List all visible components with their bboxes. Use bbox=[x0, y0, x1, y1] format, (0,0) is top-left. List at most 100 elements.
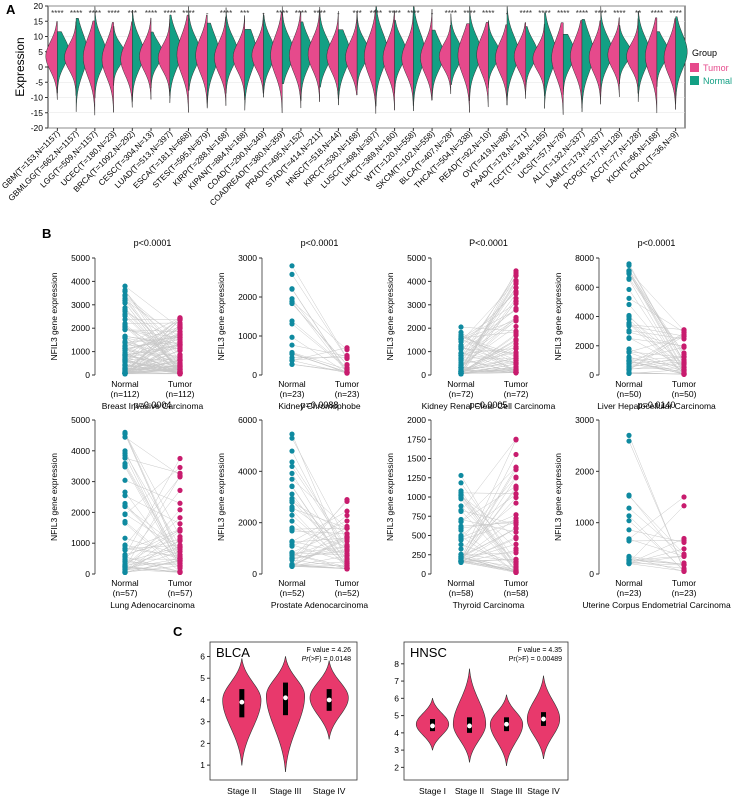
pair-line bbox=[628, 440, 685, 570]
pair-line bbox=[460, 270, 517, 374]
normal-point bbox=[289, 361, 295, 367]
pair-line bbox=[460, 510, 517, 571]
pair-line bbox=[460, 488, 517, 562]
pair-line bbox=[291, 274, 348, 359]
pair-line bbox=[124, 337, 181, 371]
normal-point bbox=[122, 448, 128, 454]
pair-line bbox=[628, 272, 685, 371]
pair-line bbox=[124, 339, 181, 349]
pair-line bbox=[124, 289, 181, 372]
stage-violin-c2: 2 3 4 5 6 7 8 HNSC F value = 4.35 Pr(>F) = 0.0048… bbox=[394, 641, 569, 796]
x-group-label-tumor: Tumor bbox=[168, 578, 192, 588]
panel-subtitle: Breast Invasive Carcinoma bbox=[102, 401, 204, 411]
normal-point bbox=[289, 550, 295, 556]
y-tick-label: 750 bbox=[412, 511, 426, 521]
y-tick-label: 1000 bbox=[71, 347, 90, 357]
violin-title: BLCA bbox=[216, 645, 250, 660]
y-tick-label: 4000 bbox=[238, 466, 257, 476]
y-tick-label-a: 0 bbox=[38, 62, 43, 72]
y-tick-label: 8000 bbox=[575, 253, 594, 263]
normal-point bbox=[458, 346, 464, 352]
pair-line bbox=[124, 366, 181, 370]
normal-point bbox=[458, 369, 464, 376]
n-label-tumor: (n=72) bbox=[504, 389, 529, 399]
normal-point bbox=[289, 459, 295, 465]
pair-line bbox=[124, 343, 181, 374]
pair-line bbox=[460, 317, 517, 350]
pair-line bbox=[124, 467, 181, 515]
median-dot bbox=[467, 723, 472, 729]
significance-mark: **** bbox=[520, 9, 532, 18]
y-tick-label-a: 5 bbox=[38, 47, 43, 57]
median-dot bbox=[239, 699, 245, 705]
pair-line bbox=[628, 538, 685, 564]
median-dot bbox=[430, 723, 435, 729]
x-group-label-tumor: Tumor bbox=[335, 578, 359, 588]
pair-line bbox=[460, 477, 517, 562]
y-axis-label: NFIL3 gene expression bbox=[385, 272, 395, 360]
pair-line bbox=[124, 538, 181, 555]
pair-line bbox=[124, 369, 181, 374]
tumor-point bbox=[177, 322, 183, 328]
normal-point bbox=[289, 538, 295, 544]
pair-line bbox=[460, 495, 517, 539]
significance-mark: **** bbox=[613, 9, 625, 18]
scatter-panel-b2: 0 1000 2000 3000 NFIL3 gene expression Normal… bbox=[216, 238, 361, 411]
p-value-label: Pr bbox=[302, 656, 310, 663]
tumor-point bbox=[177, 347, 183, 354]
tumor-point bbox=[177, 563, 183, 569]
significance-mark: **** bbox=[164, 9, 176, 18]
n-label-tumor: (n=23) bbox=[672, 588, 697, 598]
pair-line bbox=[124, 290, 181, 356]
x-tick-label: Stage IV bbox=[527, 786, 560, 796]
pair-line bbox=[460, 536, 517, 573]
y-tick-label: 0 bbox=[589, 370, 594, 380]
pair-line bbox=[460, 371, 517, 373]
normal-point bbox=[458, 342, 464, 348]
y-tick-label: 3000 bbox=[238, 253, 257, 263]
normal-point bbox=[626, 295, 632, 301]
tumor-point bbox=[513, 546, 519, 552]
median-dot bbox=[541, 716, 546, 722]
normal-point bbox=[289, 263, 295, 269]
violin-tumor-coadread bbox=[270, 12, 283, 114]
pair-line bbox=[124, 359, 181, 375]
pair-line bbox=[124, 566, 181, 573]
tumor-point bbox=[344, 535, 350, 541]
pair-line bbox=[460, 454, 517, 562]
panel-p-value: p=0.0004 bbox=[134, 400, 172, 410]
tumor-point bbox=[177, 507, 183, 513]
pair-line bbox=[124, 495, 181, 524]
normal-point bbox=[458, 541, 464, 548]
pair-line bbox=[124, 433, 181, 537]
pair-line bbox=[460, 521, 517, 541]
y-tick-label: 1 bbox=[200, 760, 205, 770]
pair-line bbox=[291, 485, 348, 568]
pair-line bbox=[628, 555, 685, 564]
violin-tumor-blca bbox=[438, 25, 452, 95]
violin-tumor-brca bbox=[120, 21, 133, 108]
pair-line bbox=[460, 559, 517, 572]
tumor-point bbox=[513, 344, 519, 350]
violin-tumor-prad bbox=[289, 11, 302, 109]
tumor-point bbox=[513, 559, 519, 565]
pair-line bbox=[460, 334, 517, 365]
normal-point bbox=[289, 431, 295, 437]
y-tick-label: 3000 bbox=[407, 300, 426, 310]
panel-subtitle: Uterine Corpus Endometrial Carcinoma bbox=[582, 600, 731, 610]
y-tick-label: 0 bbox=[252, 370, 257, 380]
normal-point bbox=[122, 518, 128, 525]
pair-line bbox=[460, 360, 517, 372]
pair-line bbox=[460, 467, 517, 522]
y-tick-label: 4000 bbox=[407, 276, 426, 286]
pair-line bbox=[291, 555, 348, 567]
pair-line bbox=[460, 303, 517, 339]
p-value-number: (>F) = 0.0148 bbox=[309, 656, 352, 663]
normal-point bbox=[122, 535, 128, 541]
violin-tumor-read bbox=[476, 22, 489, 108]
tumor-point bbox=[177, 515, 183, 521]
significance-mark: **** bbox=[388, 9, 400, 18]
normal-point bbox=[289, 495, 295, 502]
tumor-point bbox=[513, 331, 519, 337]
pair-line bbox=[460, 514, 517, 539]
